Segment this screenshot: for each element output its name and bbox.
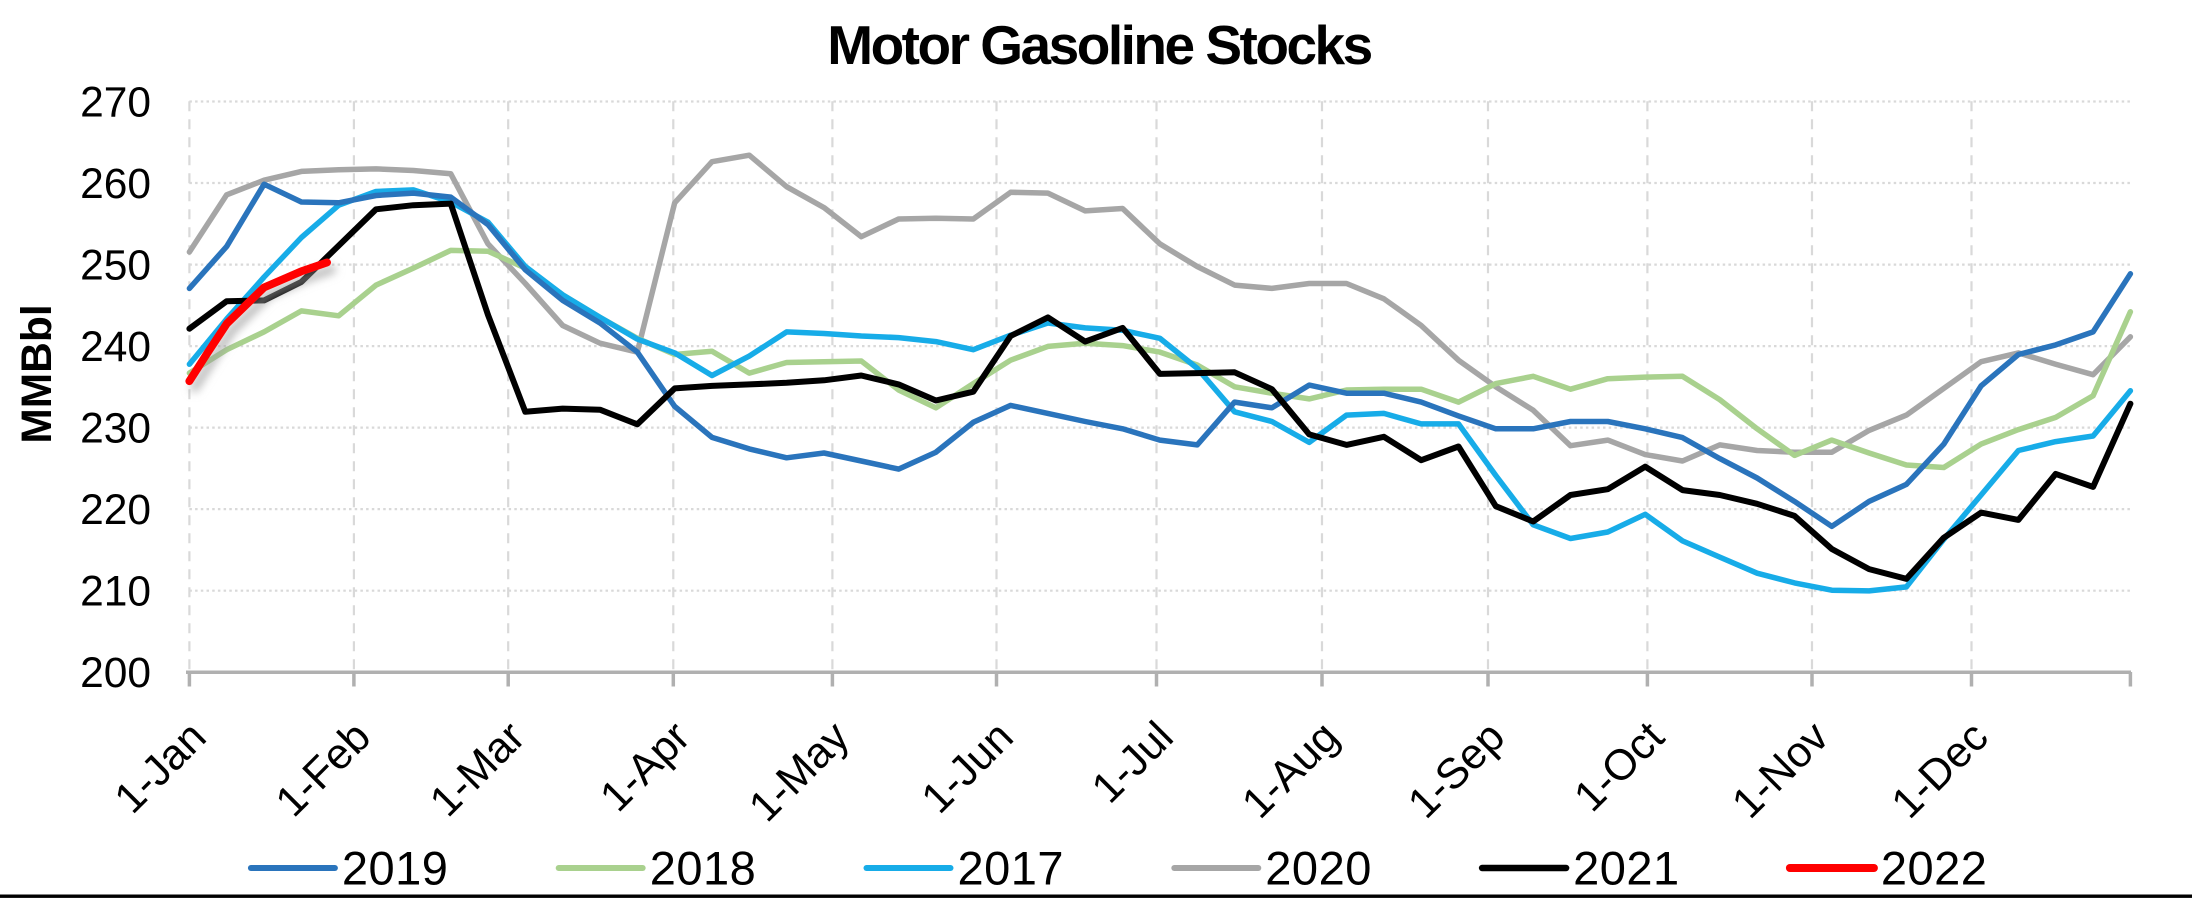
svg-text:230: 230	[80, 406, 151, 453]
svg-text:2022: 2022	[1881, 842, 1988, 895]
svg-text:220: 220	[80, 487, 151, 534]
svg-text:2021: 2021	[1573, 842, 1680, 895]
svg-text:2018: 2018	[650, 842, 757, 895]
svg-text:2019: 2019	[342, 842, 449, 895]
svg-text:Motor Gasoline Stocks: Motor Gasoline Stocks	[827, 14, 1371, 76]
svg-text:260: 260	[80, 161, 151, 208]
svg-text:250: 250	[80, 243, 151, 290]
svg-text:270: 270	[80, 80, 151, 127]
svg-text:210: 210	[80, 569, 151, 616]
svg-text:MMBbl: MMBbl	[14, 304, 61, 443]
svg-text:240: 240	[80, 324, 151, 371]
svg-text:200: 200	[80, 650, 151, 697]
svg-text:2017: 2017	[958, 842, 1065, 895]
svg-text:2020: 2020	[1265, 842, 1372, 895]
